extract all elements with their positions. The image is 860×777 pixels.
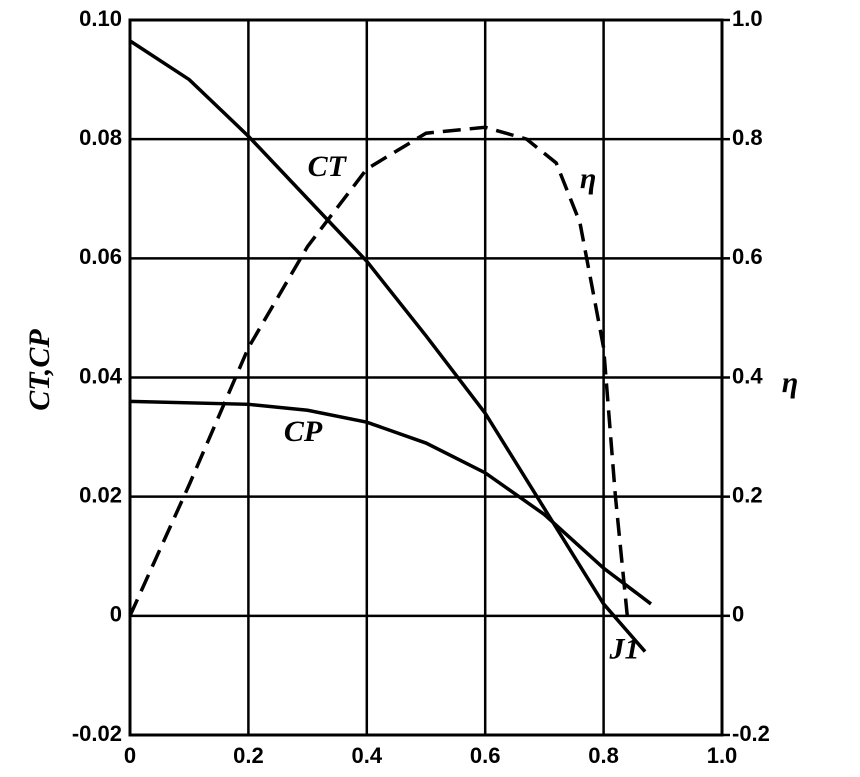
y2-tick-label: -0.2	[732, 721, 770, 746]
y-tick-label: 0.04	[79, 363, 123, 388]
plot-frame	[128, 18, 724, 737]
y2-axis-label: η	[782, 366, 798, 399]
annotation: CP	[284, 415, 323, 448]
y-axis-label: CT,CP	[23, 329, 56, 411]
y-tick-label: 0.10	[79, 6, 122, 31]
y-tick-label: 0.02	[79, 482, 122, 507]
x-tick-label: 0.2	[233, 743, 264, 768]
y-tick-label: 0.08	[79, 125, 122, 150]
y2-tick-label: 0.2	[732, 482, 763, 507]
x-tick-label: 0	[124, 743, 136, 768]
annotation: η	[580, 162, 596, 195]
y-tick-label: -0.02	[72, 721, 122, 746]
y-tick-label: 0	[110, 602, 122, 627]
series-line	[129, 39, 647, 653]
series-line	[128, 125, 630, 617]
y-tick-label: 0.06	[79, 244, 122, 269]
series-line	[129, 399, 653, 606]
y2-tick-label: 0	[732, 602, 744, 627]
x-tick-label: 1.0	[707, 743, 738, 768]
annotation: J1	[609, 632, 640, 665]
annotation: CT	[308, 150, 348, 183]
y2-tick-label: 0.8	[732, 125, 763, 150]
x-tick-label: 0.8	[588, 743, 619, 768]
y2-tick-label: 0.6	[732, 244, 763, 269]
y2-tick-label: 1.0	[732, 6, 763, 31]
x-tick-label: 0.4	[352, 743, 383, 768]
x-tick-label: 0.6	[470, 743, 501, 768]
y2-tick-label: 0.4	[732, 363, 763, 388]
